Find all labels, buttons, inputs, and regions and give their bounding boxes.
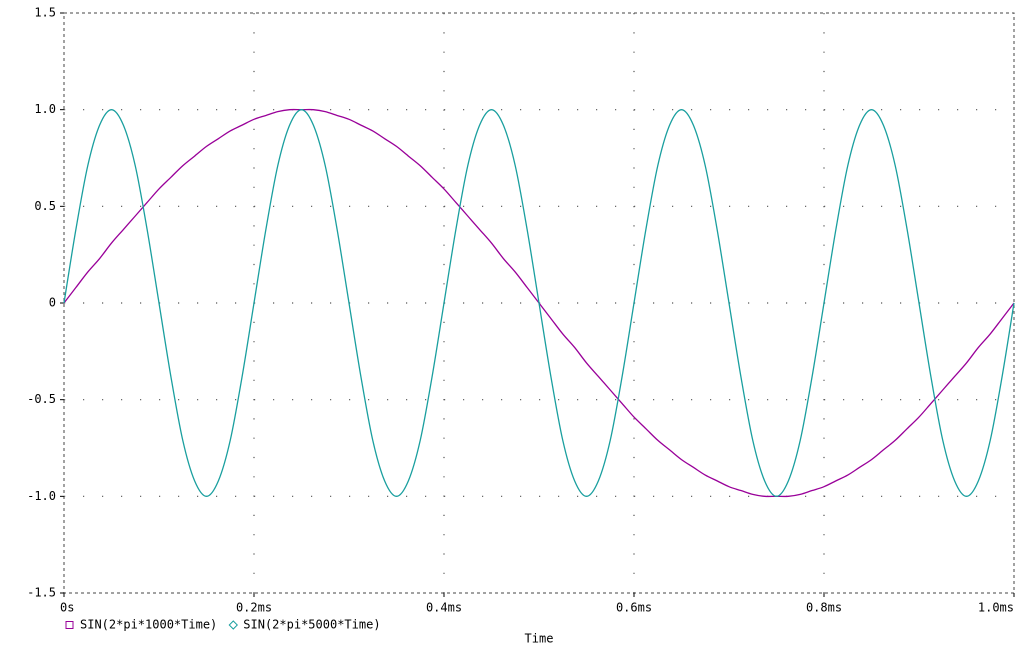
y-tick-label: 0 bbox=[49, 296, 56, 310]
x-tick-label: 0.6ms bbox=[616, 601, 652, 615]
x-tick-label: 1.0ms bbox=[978, 601, 1014, 615]
legend-marker bbox=[65, 621, 74, 629]
x-tick-label: 0.8ms bbox=[806, 601, 842, 615]
plot-frame bbox=[63, 12, 1015, 594]
legend-label: SIN(2*pi*1000*Time) bbox=[80, 618, 217, 632]
series-line bbox=[63, 109, 1015, 497]
y-tick-label: -1.5 bbox=[27, 586, 56, 600]
legend-label: SIN(2*pi*5000*Time) bbox=[243, 618, 380, 632]
x-tick-label: 0.4ms bbox=[426, 601, 462, 615]
y-tick-label: 0.5 bbox=[34, 199, 56, 213]
y-tick-label: -0.5 bbox=[27, 392, 56, 406]
x-tick-label: 0s bbox=[60, 601, 74, 615]
x-axis-label: Time bbox=[525, 632, 554, 646]
legend-marker bbox=[228, 620, 238, 630]
x-tick-label: 0.2ms bbox=[236, 601, 272, 615]
y-tick-label: 1.5 bbox=[34, 6, 56, 20]
y-tick-label: 1.0 bbox=[34, 102, 56, 116]
y-tick-label: -1.0 bbox=[27, 489, 56, 503]
